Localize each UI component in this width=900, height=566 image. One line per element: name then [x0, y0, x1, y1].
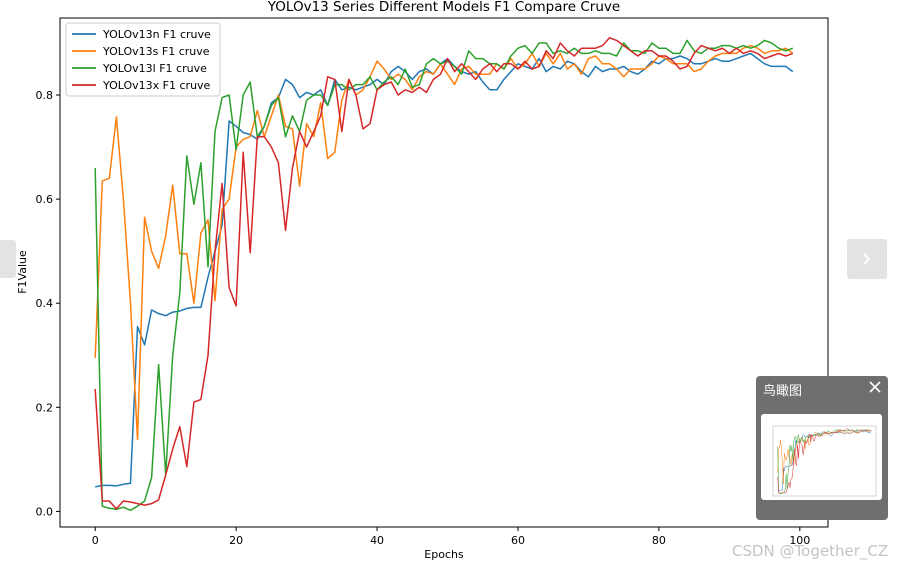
minimap-chart-preview [772, 425, 877, 497]
x-tick-label-3: 60 [511, 534, 525, 547]
series-line-0 [95, 52, 794, 488]
series-line-2 [94, 39, 794, 512]
minimap-series-line-0 [777, 430, 872, 491]
series-line-3 [94, 37, 794, 510]
axis-ticks: 0 20 40 60 80 100 0.0 0.2 0.4 0.6 0.8 [36, 89, 811, 547]
y-tick-label-1: 0.2 [36, 401, 54, 414]
y-tick-label-2: 0.4 [36, 297, 54, 310]
minimap-series-line-2 [777, 428, 872, 494]
y-tick-label-4: 0.8 [36, 89, 54, 102]
series-line-1 [94, 44, 794, 441]
minimap-series-line-1 [777, 429, 872, 485]
plot-area [94, 37, 794, 512]
minimap-panel: 鸟瞰图 [756, 376, 888, 520]
legend-label-1: YOLOv13s F1 cruve [102, 45, 210, 58]
x-tick-label-4: 80 [652, 534, 666, 547]
x-tick-label-0: 0 [92, 534, 99, 547]
y-tick-label-0: 0.0 [36, 505, 54, 518]
legend: YOLOv13n F1 cruve YOLOv13s F1 cruve YOLOv1… [65, 22, 221, 97]
x-tick-label-1: 20 [229, 534, 243, 547]
watermark: CSDN @Together_CZ [732, 542, 889, 560]
legend-label-2: YOLOv13l F1 cruve [102, 62, 207, 75]
chart-title: YOLOv13 Series Different Models F1 Compa… [267, 0, 620, 15]
legend-label-3: YOLOv13x F1 cruve [102, 79, 211, 92]
axes-frame [59, 17, 829, 528]
y-axis-label: F1Value [16, 250, 29, 294]
minimap-axes-frame [772, 425, 877, 497]
prev-image-button[interactable] [0, 240, 16, 278]
minimap-title: 鸟瞰图 [763, 384, 803, 399]
x-tick-label-2: 40 [370, 534, 384, 547]
chevron-right-icon [863, 253, 871, 265]
legend-label-0: YOLOv13n F1 cruve [102, 28, 211, 41]
minimap-thumbnail[interactable] [761, 414, 882, 500]
legend-box [65, 22, 221, 97]
x-axis-label: Epochs [424, 548, 464, 561]
close-icon[interactable] [867, 379, 883, 395]
next-image-button[interactable] [847, 239, 887, 279]
x-tick-label-5: 100 [789, 534, 810, 547]
y-tick-label-3: 0.6 [36, 193, 54, 206]
minimap-series-line-3 [777, 428, 872, 494]
